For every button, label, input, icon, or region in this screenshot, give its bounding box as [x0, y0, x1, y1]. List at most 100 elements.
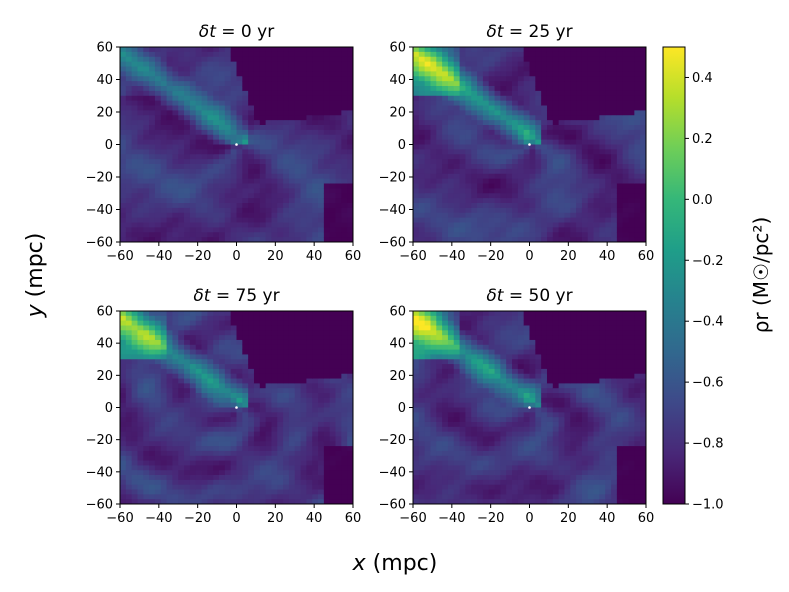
heatmap-cell — [160, 56, 168, 63]
x-tick-label: −40 — [145, 249, 172, 264]
heatmap-cell — [125, 110, 133, 116]
heatmap-cell — [564, 51, 571, 58]
heatmap-cell — [306, 237, 313, 242]
heatmap-cell — [184, 335, 191, 341]
heatmap-cell — [436, 47, 443, 53]
heatmap-cell — [546, 164, 554, 170]
heatmap-cell — [564, 222, 571, 228]
heatmap-cell — [418, 183, 426, 189]
heatmap-cell — [172, 417, 179, 423]
heatmap-cell — [329, 198, 336, 204]
heatmap-cell — [219, 115, 226, 121]
heatmap-cell — [447, 134, 455, 141]
heatmap-cell — [283, 354, 290, 360]
heatmap-cell — [465, 217, 472, 223]
heatmap-cell — [517, 178, 525, 184]
heatmap-cell — [288, 159, 296, 165]
heatmap-cell — [581, 149, 589, 155]
heatmap-cell — [465, 125, 472, 131]
heatmap-cell — [195, 207, 202, 214]
heatmap-cell — [471, 164, 478, 170]
heatmap-cell — [253, 335, 261, 341]
heatmap-cell — [154, 402, 162, 408]
heatmap-cell — [329, 149, 336, 155]
heatmap-cell — [271, 378, 278, 384]
heatmap-cell — [611, 61, 618, 67]
heatmap-cell — [430, 237, 437, 242]
heatmap-cell — [424, 95, 431, 102]
heatmap-cell — [259, 164, 267, 170]
heatmap-cell — [535, 183, 542, 189]
heatmap-cell — [189, 344, 197, 350]
heatmap-cell — [154, 455, 162, 461]
heatmap-cell — [570, 227, 577, 233]
heatmap-cell — [323, 417, 331, 423]
heatmap-cell — [283, 222, 290, 228]
heatmap-cell — [253, 134, 261, 141]
heatmap-cell — [277, 217, 284, 223]
heatmap-cell — [137, 364, 144, 370]
heatmap-cell — [230, 212, 237, 219]
heatmap-cell — [154, 198, 162, 204]
heatmap-cell — [248, 76, 255, 82]
heatmap-cell — [593, 144, 600, 150]
heatmap-cell — [259, 51, 267, 58]
heatmap-cell — [453, 90, 460, 97]
heatmap-cell — [201, 144, 208, 150]
heatmap-cell — [500, 222, 507, 228]
heatmap-cell — [546, 159, 554, 165]
heatmap-cell — [201, 56, 208, 63]
heatmap-cell — [201, 212, 208, 219]
heatmap-cell — [616, 139, 624, 145]
heatmap-cell — [611, 207, 618, 214]
heatmap-cell — [277, 311, 284, 317]
heatmap-cell — [259, 217, 267, 223]
heatmap-cell — [413, 144, 420, 150]
heatmap-cell — [436, 95, 443, 102]
heatmap-cell — [465, 47, 472, 53]
heatmap-cell — [529, 159, 536, 165]
heatmap-cell — [506, 47, 513, 53]
heatmap-cell — [288, 115, 296, 121]
heatmap-cell — [259, 120, 267, 126]
heatmap-cell — [512, 198, 519, 204]
heatmap-cell — [581, 232, 589, 238]
heatmap-cell — [329, 465, 336, 471]
heatmap-cell — [640, 207, 646, 214]
heatmap-cell — [230, 330, 237, 336]
heatmap-cell — [172, 183, 179, 189]
heatmap-cell — [288, 227, 296, 233]
heatmap-cell — [546, 76, 554, 82]
heatmap-cell — [312, 383, 319, 389]
heatmap-cell — [564, 129, 571, 136]
heatmap-cell — [154, 66, 162, 72]
heatmap-cell — [253, 217, 261, 223]
heatmap-cell — [213, 173, 220, 180]
heatmap-cell — [213, 61, 220, 67]
heatmap-cell — [447, 222, 455, 228]
heatmap-cell — [172, 105, 179, 111]
heatmap-cell — [248, 484, 255, 490]
heatmap-cell — [219, 47, 226, 53]
heatmap-cell — [242, 188, 249, 194]
heatmap-cell — [131, 383, 138, 389]
heatmap-cell — [447, 110, 455, 116]
heatmap-cell — [546, 105, 554, 111]
heatmap-cell — [306, 344, 313, 350]
heatmap-cell — [447, 149, 455, 155]
heatmap-cell — [552, 164, 560, 170]
heatmap-cell — [125, 499, 133, 504]
heatmap-cell — [341, 378, 348, 384]
heatmap-cell — [143, 232, 150, 238]
heatmap-cell — [149, 149, 156, 155]
heatmap-cell — [570, 105, 577, 111]
heatmap-cell — [424, 115, 431, 121]
heatmap-cell — [143, 489, 150, 495]
heatmap-cell — [131, 110, 138, 116]
heatmap-cell — [120, 412, 127, 418]
heatmap-cell — [306, 499, 313, 504]
heatmap-cell — [120, 460, 127, 466]
heatmap-cell — [224, 183, 232, 189]
heatmap-cell — [494, 71, 501, 77]
heatmap-cell — [259, 470, 267, 476]
